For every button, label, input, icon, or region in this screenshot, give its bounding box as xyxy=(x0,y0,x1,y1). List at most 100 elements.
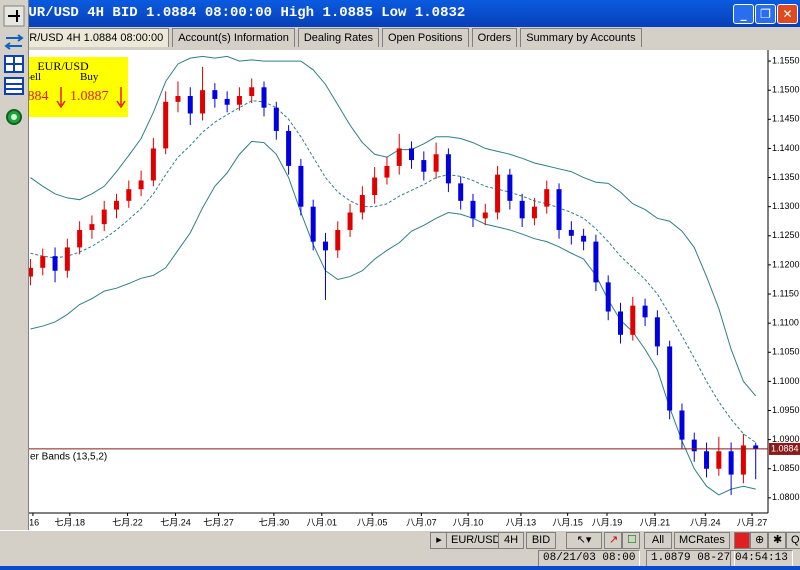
x-tick-label: 七月.22 xyxy=(112,517,143,527)
candle-body xyxy=(593,241,599,283)
status-datetime: 08/21/03 08:00 xyxy=(538,550,641,567)
candle-body xyxy=(261,87,267,108)
sell-label: Sell xyxy=(24,71,42,83)
last-price-box xyxy=(769,442,800,455)
candle-body xyxy=(642,305,648,318)
cursor-button[interactable]: ↖▾ xyxy=(566,532,602,549)
x-tick-label: 七月.18 xyxy=(55,517,86,527)
candle-body xyxy=(568,229,574,236)
middle-band xyxy=(30,100,756,443)
candle-body xyxy=(495,174,501,213)
y-tick-label: 1.1350 xyxy=(772,172,800,182)
zoom-button[interactable]: ⊕ xyxy=(750,532,768,549)
candle-body xyxy=(396,148,402,166)
buy-price: 1.0887 xyxy=(70,89,109,104)
candle-body xyxy=(64,247,70,271)
plot-background xyxy=(28,50,768,513)
tab[interactable]: Account(s) Information xyxy=(172,28,295,47)
title-bar: EUR/USD 4H BID 1.0884 08:00:00 High 1.08… xyxy=(0,0,800,27)
candle-body xyxy=(433,154,439,172)
candle-body xyxy=(335,229,341,251)
candle-body xyxy=(605,282,611,312)
tab[interactable]: Summary by Accounts xyxy=(520,28,642,47)
x-tick-label: 八月.15 xyxy=(552,517,583,527)
candle-body xyxy=(212,90,218,99)
red-button[interactable] xyxy=(734,532,750,549)
quote-panel[interactable]: EUR/USD Sell Buy 1.0884 1.0887 xyxy=(8,57,128,117)
draw-button[interactable]: ↗ xyxy=(604,532,622,549)
status-clock: 04:54:13 xyxy=(730,550,793,567)
arrows xyxy=(56,87,126,109)
candle-body xyxy=(630,305,636,335)
quote-symbol: EUR/USD xyxy=(37,59,89,73)
candle-body xyxy=(654,317,660,347)
candle-body xyxy=(28,267,33,277)
candle-body xyxy=(114,200,120,210)
candle-body xyxy=(163,101,169,149)
rates-button[interactable]: MCRates xyxy=(674,532,730,549)
x-tick-label: 七月.24 xyxy=(160,517,191,527)
candle-body xyxy=(617,311,623,335)
play-button[interactable]: ▸ xyxy=(430,532,448,549)
close-button[interactable]: ✕ xyxy=(777,4,798,24)
tab[interactable]: Orders xyxy=(471,28,518,47)
status-quote: 1.0879 08-27 xyxy=(646,550,736,567)
y-tick-label: 1.1050 xyxy=(772,347,800,357)
candle-body xyxy=(716,451,722,469)
y-tick-label: 1.1200 xyxy=(772,259,800,269)
candle-body xyxy=(372,177,378,196)
candle-body xyxy=(458,183,464,201)
candle-body xyxy=(667,346,673,411)
candle-body xyxy=(200,90,206,114)
candle-body xyxy=(704,451,710,469)
symbol-button[interactable]: EUR/USD xyxy=(446,532,506,549)
candle-body xyxy=(728,451,734,475)
x-tick-label: 八月.13 xyxy=(506,517,537,527)
tab[interactable]: EUR/USD 4H 1.0884 08:00:00 xyxy=(8,28,170,47)
x-tick-label: 八月.07 xyxy=(406,517,437,527)
chart-toolbar: ▸ EUR/USD 4H BID ↖▾ ↗ ☐ All MCRates ⊕ ✱ … xyxy=(0,530,800,549)
x-tick-label: 八月.24 xyxy=(690,517,721,527)
candle-body xyxy=(89,224,95,230)
all-button[interactable]: All xyxy=(644,532,672,549)
candle-body xyxy=(556,189,562,230)
candle-body xyxy=(126,189,132,201)
settings-button[interactable]: ✱ xyxy=(768,532,786,549)
x-tick-label: 八月.21 xyxy=(640,517,671,527)
maximize-button[interactable]: ❐ xyxy=(755,4,776,24)
candle-body xyxy=(52,256,58,271)
candle-body xyxy=(519,200,525,219)
q-button[interactable]: Q xyxy=(786,532,800,549)
y-tick-label: 1.1500 xyxy=(772,85,800,95)
y-tick-label: 1.0900 xyxy=(772,434,800,444)
candle-body xyxy=(421,160,427,172)
side-button[interactable]: BID xyxy=(526,532,556,549)
indicator-label: er Bands (13,5,2) xyxy=(30,452,107,463)
y-tick-label: 1.0950 xyxy=(772,405,800,415)
left-toolbar xyxy=(0,0,29,530)
y-tick-label: 1.1450 xyxy=(772,114,800,124)
candle-body xyxy=(138,180,144,190)
candle-body xyxy=(544,189,550,207)
status-bar: 08/21/03 08:00 1.0879 08-27 04:54:13 xyxy=(0,549,800,567)
candle-body xyxy=(150,148,156,181)
minimize-button[interactable]: _ xyxy=(733,4,754,24)
candle-body xyxy=(691,439,697,452)
candle-body xyxy=(77,229,83,248)
period-button[interactable]: 4H xyxy=(498,532,524,549)
y-tick-label: 1.1550 xyxy=(772,55,800,65)
buy-label: Buy xyxy=(80,71,99,83)
date-axis-background xyxy=(28,513,768,530)
candle-body xyxy=(249,87,255,97)
candle-body xyxy=(359,195,365,213)
tab[interactable]: Open Positions xyxy=(381,28,469,47)
candle-body xyxy=(531,206,537,219)
tool-button[interactable]: ☐ xyxy=(622,532,640,549)
tab-bar: EUR/USD 4H 1.0884 08:00:00 Account(s) Inf… xyxy=(8,28,645,48)
x-tick-label: 八月.01 xyxy=(307,517,338,527)
x-tick-label: 八月.19 xyxy=(592,517,623,527)
y-tick-label: 1.1100 xyxy=(772,318,799,328)
candle-body xyxy=(322,241,328,251)
x-tick-label: 八月.27 xyxy=(737,517,768,527)
tab[interactable]: Dealing Rates xyxy=(297,28,379,47)
